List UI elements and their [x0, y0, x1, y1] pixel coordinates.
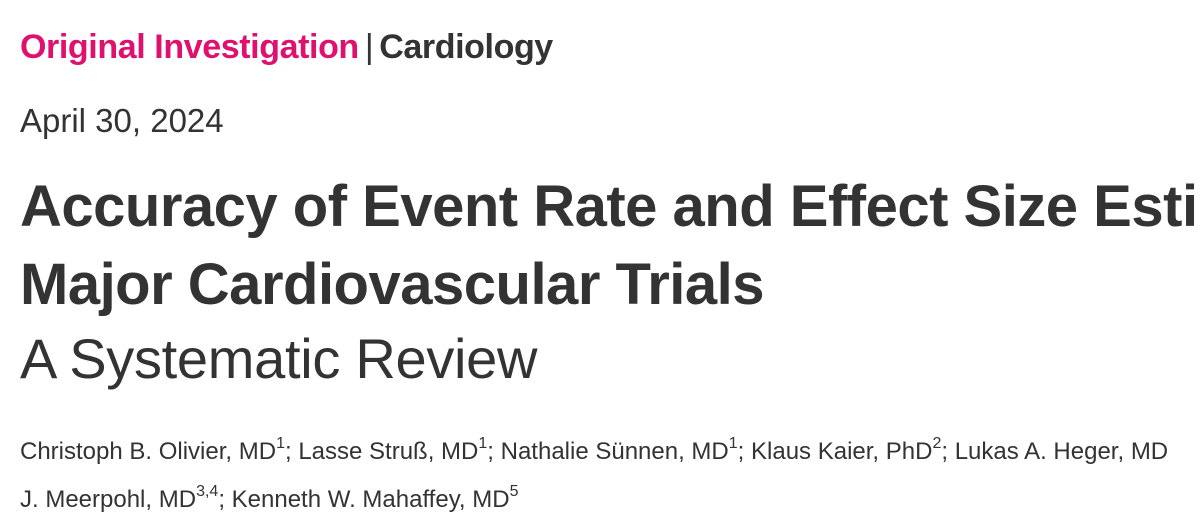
author-separator: ; — [941, 438, 955, 465]
author-line-2: J. Meerpohl, MD3,4; Kenneth W. Mahaffey,… — [20, 476, 1168, 524]
article-subtitle: A Systematic Review — [20, 327, 538, 390]
affiliation-marker[interactable]: 2 — [932, 435, 942, 452]
affiliation-marker[interactable]: 1 — [276, 435, 285, 452]
author-link[interactable]: J. Meerpohl, MD — [20, 486, 197, 513]
author-separator: ; — [487, 438, 501, 465]
article-title: Accuracy of Event Rate and Effect Size E… — [20, 168, 1198, 324]
author-separator: ; — [284, 438, 299, 465]
affiliation-marker[interactable]: 5 — [509, 483, 519, 500]
publication-date: April 30, 2024 — [20, 102, 224, 139]
author-link[interactable]: Kenneth W. Mahaffey, MD — [231, 486, 510, 513]
category-separator: | — [364, 28, 374, 66]
author-link[interactable]: Klaus Kaier, PhD — [751, 438, 933, 465]
specialty-label[interactable]: Cardiology — [379, 28, 553, 66]
affiliation-marker[interactable]: 1 — [478, 435, 488, 452]
affiliation-marker[interactable]: 1 — [728, 435, 738, 452]
title-line-1: Accuracy of Event Rate and Effect Size E… — [20, 174, 1198, 239]
author-separator: ; — [218, 486, 232, 513]
article-type-label[interactable]: Original Investigation — [20, 28, 359, 66]
title-line-2: Major Cardiovascular Trials — [20, 252, 765, 317]
author-list: Christoph B. Olivier, MD1; Lasse Struß, … — [20, 428, 1168, 524]
article-category: Original Investigation | Cardiology — [20, 28, 553, 67]
author-separator: ; — [737, 438, 752, 465]
author-link[interactable]: Nathalie Sünnen, MD — [500, 438, 729, 465]
author-line-1: Christoph B. Olivier, MD1; Lasse Struß, … — [20, 428, 1168, 476]
author-link[interactable]: Lukas A. Heger, MD — [954, 438, 1169, 465]
author-link[interactable]: Christoph B. Olivier, MD — [20, 438, 277, 465]
affiliation-marker[interactable]: 3,4 — [196, 483, 219, 500]
author-link[interactable]: Lasse Struß, MD — [298, 438, 479, 465]
